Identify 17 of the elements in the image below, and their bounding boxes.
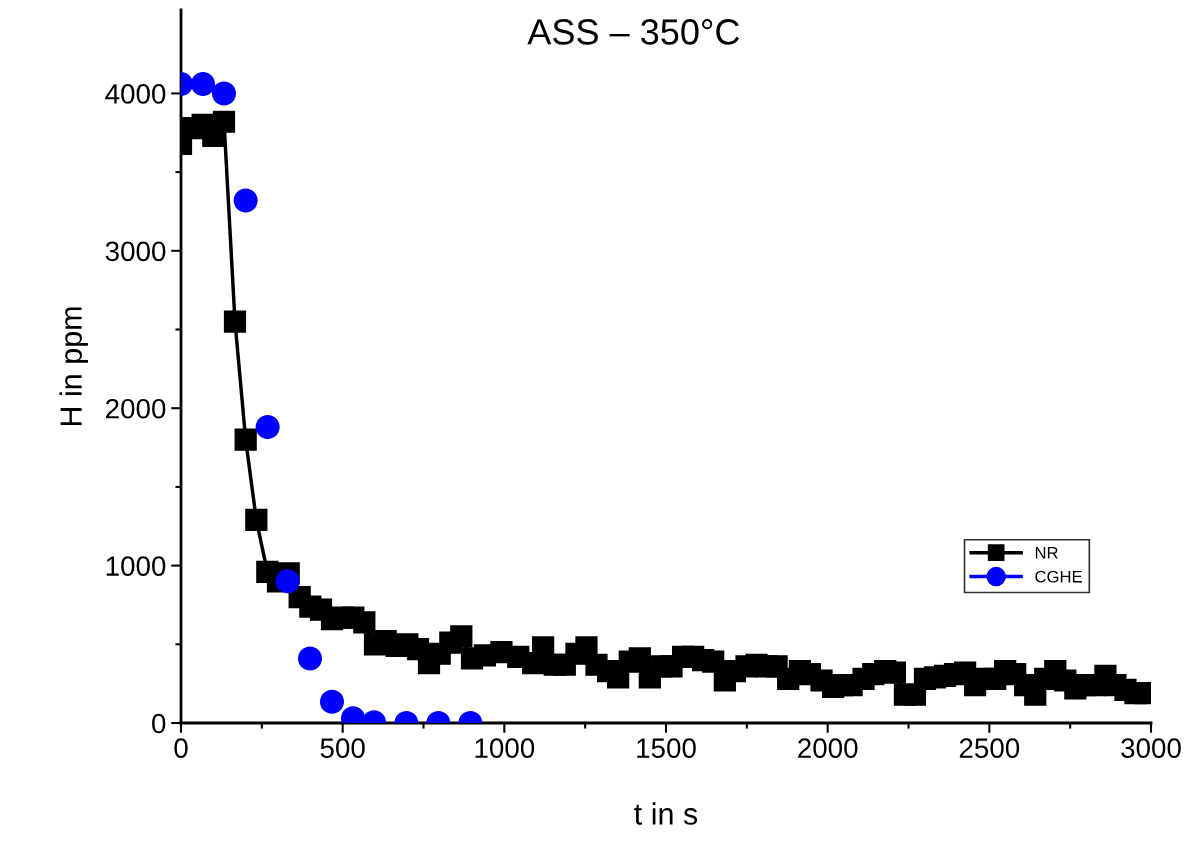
x-tick-label: 2500 bbox=[959, 738, 1020, 758]
x-tick-label: 1000 bbox=[475, 738, 535, 758]
y-tick-label: 3000 bbox=[105, 241, 166, 262]
x-tick-label: 2000 bbox=[798, 738, 858, 758]
x-tick-label: 500 bbox=[320, 738, 365, 758]
x-tick-label: 3000 bbox=[1121, 738, 1181, 758]
y-tick-label: 2000 bbox=[106, 398, 166, 419]
y-tick-label: 4000 bbox=[105, 84, 166, 104]
chart-title: ASS – 350°C bbox=[527, 19, 740, 45]
y-tick-label: 1000 bbox=[106, 556, 166, 576]
legend-label: NR bbox=[1035, 547, 1058, 559]
y-tick-label: 0 bbox=[152, 713, 166, 734]
x-tick-label: 1500 bbox=[637, 738, 696, 758]
x-axis-title: t in s bbox=[634, 802, 698, 825]
y-axis-title: H in ppm bbox=[59, 307, 88, 426]
legend-label: CGHE bbox=[1035, 570, 1082, 583]
x-tick-label: 0 bbox=[174, 738, 188, 758]
